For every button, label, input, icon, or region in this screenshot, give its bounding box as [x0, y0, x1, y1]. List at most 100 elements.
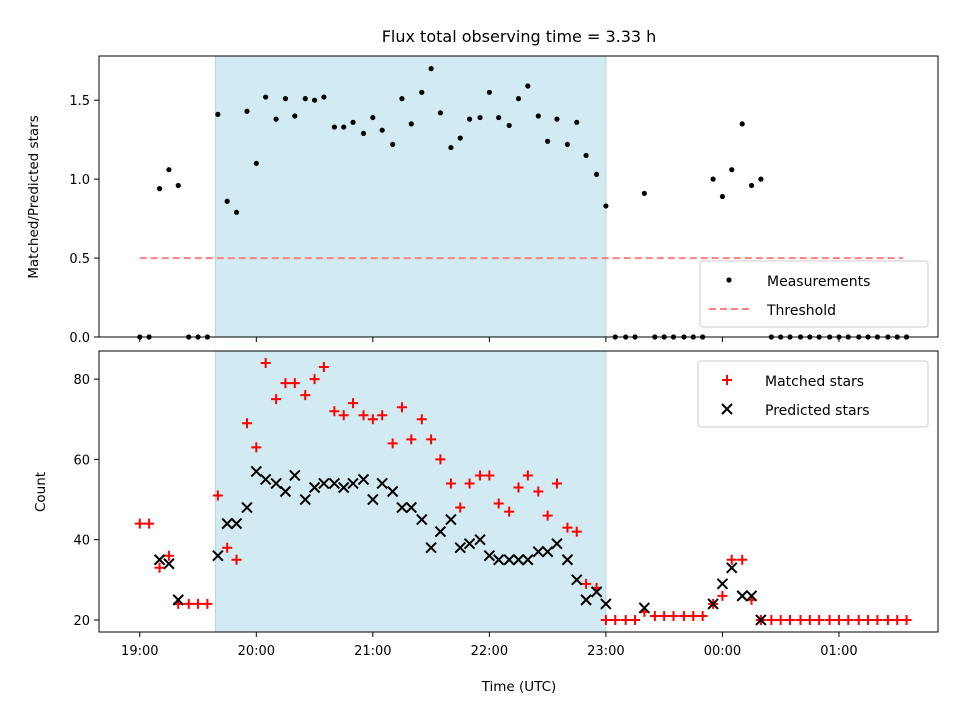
data-point	[367, 414, 378, 425]
data-point	[638, 602, 651, 614]
chart-title: Flux total observing time = 3.33 h	[382, 27, 657, 46]
data-point	[367, 493, 379, 506]
legend-box	[697, 360, 929, 428]
data-point	[710, 176, 716, 182]
data-point	[659, 610, 670, 621]
bottom-y-tick-label: 60	[73, 453, 90, 468]
data-point	[241, 418, 252, 429]
x-tick-label: 00:00	[704, 644, 741, 659]
data-point	[590, 586, 603, 598]
data-point	[668, 610, 679, 621]
data-point	[496, 114, 502, 121]
data-point	[580, 594, 592, 606]
data-point	[506, 122, 512, 129]
data-point	[370, 114, 376, 121]
top-shaded-region	[215, 55, 607, 338]
data-point	[308, 481, 321, 494]
data-point	[437, 110, 444, 116]
ratio-plot-panel: 0.0 0.5 1.0 1.5 Measurements Threshold	[69, 55, 939, 346]
data-point	[843, 614, 854, 625]
legend-marker	[722, 375, 732, 385]
data-point	[347, 477, 359, 490]
data-point	[202, 598, 213, 609]
data-point	[233, 209, 240, 215]
data-point	[464, 478, 475, 489]
data-point	[641, 190, 647, 196]
bottom-y-axis-label: Count	[33, 472, 49, 512]
data-point	[525, 83, 531, 89]
data-point	[493, 498, 504, 509]
data-point	[416, 513, 428, 526]
data-point	[562, 522, 573, 533]
data-point	[376, 477, 388, 490]
bottom-y-tick-label: 40	[73, 534, 90, 549]
data-point	[736, 590, 748, 602]
data-point	[853, 614, 864, 625]
data-point	[610, 614, 621, 625]
data-point	[358, 410, 369, 421]
data-point	[280, 378, 291, 389]
data-point	[581, 578, 592, 589]
bottom-y-tick-label: 80	[73, 373, 90, 388]
data-point	[222, 542, 233, 553]
data-point	[551, 537, 563, 550]
data-point	[583, 152, 589, 159]
data-point	[484, 470, 495, 481]
data-point	[318, 362, 329, 373]
data-point	[492, 554, 505, 566]
x-axis-label: Time (UTC)	[481, 679, 557, 695]
data-point	[603, 203, 609, 209]
data-point	[522, 470, 533, 481]
data-point	[477, 114, 483, 121]
data-point	[302, 96, 308, 102]
data-point	[260, 358, 271, 369]
data-point	[515, 96, 522, 102]
data-point	[483, 550, 496, 562]
data-point	[163, 550, 174, 561]
data-point	[386, 485, 399, 498]
data-point	[503, 554, 515, 566]
data-point	[574, 119, 580, 125]
data-point	[259, 473, 272, 486]
data-point	[717, 590, 728, 601]
data-point	[250, 465, 263, 478]
data-point	[766, 614, 777, 625]
data-point	[348, 398, 359, 409]
data-point	[571, 574, 583, 586]
data-point	[425, 541, 437, 554]
data-point	[545, 138, 551, 144]
data-point	[390, 141, 396, 148]
data-point	[804, 614, 815, 625]
data-point	[697, 610, 708, 621]
data-point	[331, 124, 337, 130]
data-point	[300, 390, 311, 401]
data-point	[341, 124, 347, 130]
data-point	[755, 614, 767, 626]
data-point	[426, 434, 437, 445]
data-point	[454, 541, 466, 554]
top-y-axis-label: Matched/Predicted stars	[26, 115, 42, 278]
data-point	[726, 562, 738, 574]
data-point	[795, 614, 806, 625]
x-tick-label: 23:00	[587, 644, 624, 659]
data-point	[748, 182, 755, 189]
data-point	[775, 614, 786, 625]
data-point	[554, 116, 560, 122]
bottom-axes-frame	[98, 350, 939, 633]
data-point	[758, 176, 764, 182]
data-point	[719, 193, 726, 200]
data-point	[405, 501, 418, 514]
data-point	[542, 510, 553, 521]
data-point	[263, 94, 269, 100]
data-point	[357, 473, 370, 486]
data-point	[309, 374, 320, 385]
data-point	[726, 554, 737, 565]
data-point	[522, 554, 534, 566]
data-point	[396, 402, 407, 413]
data-point	[408, 121, 414, 127]
data-point	[649, 610, 660, 621]
count-plot-panel: 19:00 20:00 21:00 22:00 23:00 00:00 01:00 20 40 6…	[73, 350, 939, 659]
data-point	[901, 614, 912, 625]
data-point	[279, 485, 292, 498]
data-point	[533, 486, 544, 497]
